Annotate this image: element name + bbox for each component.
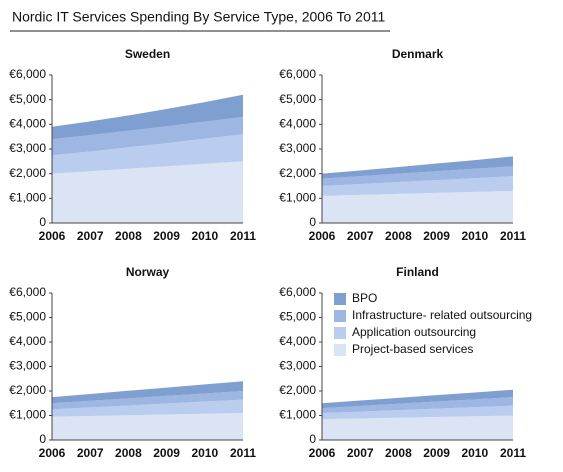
y-tick-label: €3,000 <box>9 141 46 155</box>
x-tick-label: 2010 <box>461 446 488 460</box>
legend-label: Application outsourcing <box>352 325 476 339</box>
area <box>52 116 243 156</box>
area <box>52 381 243 404</box>
x-tick-label: 2011 <box>230 446 256 460</box>
legend-swatch <box>334 310 346 322</box>
x-tick-label: 2010 <box>461 229 488 243</box>
x-tick-label: 2011 <box>500 229 526 243</box>
y-tick-label: 0 <box>309 215 316 229</box>
y-tick-label: €4,000 <box>9 334 46 348</box>
panel-title: Denmark <box>392 47 444 61</box>
x-tick-label: 2011 <box>500 446 526 460</box>
area <box>52 399 243 417</box>
legend-label: Project-based services <box>352 342 473 356</box>
x-tick-label: 2009 <box>153 229 180 243</box>
area <box>52 391 243 410</box>
y-tick-label: €1,000 <box>9 191 46 205</box>
x-tick-label: 2010 <box>191 229 218 243</box>
area <box>322 397 513 414</box>
y-tick-label: €6,000 <box>279 67 316 81</box>
x-tick-label: 2009 <box>423 229 450 243</box>
y-tick-label: €5,000 <box>9 92 46 106</box>
x-tick-label: 2006 <box>309 229 336 243</box>
y-tick-label: €6,000 <box>9 67 46 81</box>
y-tick-label: €3,000 <box>9 359 46 373</box>
legend-swatch <box>334 327 346 339</box>
y-tick-label: €4,000 <box>279 117 316 131</box>
x-tick-label: 2007 <box>77 229 104 243</box>
x-tick-label: 2007 <box>347 446 374 460</box>
legend-swatch <box>334 293 346 305</box>
area <box>322 176 513 196</box>
area <box>322 166 513 186</box>
legend-label: BPO <box>352 291 377 305</box>
y-tick-label: €6,000 <box>9 285 46 299</box>
x-tick-label: 2006 <box>39 446 66 460</box>
x-tick-label: 2008 <box>385 229 412 243</box>
y-tick-label: €3,000 <box>279 141 316 155</box>
y-tick-label: 0 <box>39 432 46 446</box>
legend-label: Infrastructure- related outsourcing <box>352 308 532 322</box>
panel-title: Sweden <box>125 47 170 61</box>
area <box>322 156 513 179</box>
x-tick-label: 2007 <box>347 229 374 243</box>
area <box>52 134 243 174</box>
area <box>322 415 513 440</box>
y-tick-label: 0 <box>39 215 46 229</box>
x-tick-label: 2007 <box>77 446 104 460</box>
y-tick-label: €2,000 <box>9 383 46 397</box>
area <box>52 413 243 440</box>
y-tick-label: €4,000 <box>9 117 46 131</box>
y-tick-label: €1,000 <box>279 191 316 205</box>
y-tick-label: €2,000 <box>9 166 46 180</box>
x-tick-label: 2008 <box>115 229 142 243</box>
main-title: Nordic IT Services Spending By Service T… <box>12 9 386 25</box>
area <box>322 405 513 420</box>
y-tick-label: €6,000 <box>279 285 316 299</box>
legend-swatch <box>334 344 346 356</box>
y-tick-label: €2,000 <box>279 383 316 397</box>
panel-title: Norway <box>126 265 170 279</box>
y-tick-label: €1,000 <box>279 408 316 422</box>
x-tick-label: 2008 <box>385 446 412 460</box>
x-tick-label: 2006 <box>39 229 66 243</box>
x-tick-label: 2009 <box>423 446 450 460</box>
y-tick-label: €1,000 <box>9 408 46 422</box>
y-tick-label: €5,000 <box>279 310 316 324</box>
panel-title: Finland <box>396 265 439 279</box>
area <box>322 190 513 223</box>
y-tick-label: €4,000 <box>279 334 316 348</box>
x-tick-label: 2011 <box>230 229 256 243</box>
y-tick-label: €2,000 <box>279 166 316 180</box>
y-tick-label: 0 <box>309 432 316 446</box>
area <box>52 161 243 223</box>
area <box>52 94 243 140</box>
y-tick-label: €5,000 <box>279 92 316 106</box>
x-tick-label: 2010 <box>191 446 218 460</box>
area <box>322 389 513 409</box>
x-tick-label: 2009 <box>153 446 180 460</box>
y-tick-label: €3,000 <box>279 359 316 373</box>
y-tick-label: €5,000 <box>9 310 46 324</box>
x-tick-label: 2006 <box>309 446 336 460</box>
x-tick-label: 2008 <box>115 446 142 460</box>
